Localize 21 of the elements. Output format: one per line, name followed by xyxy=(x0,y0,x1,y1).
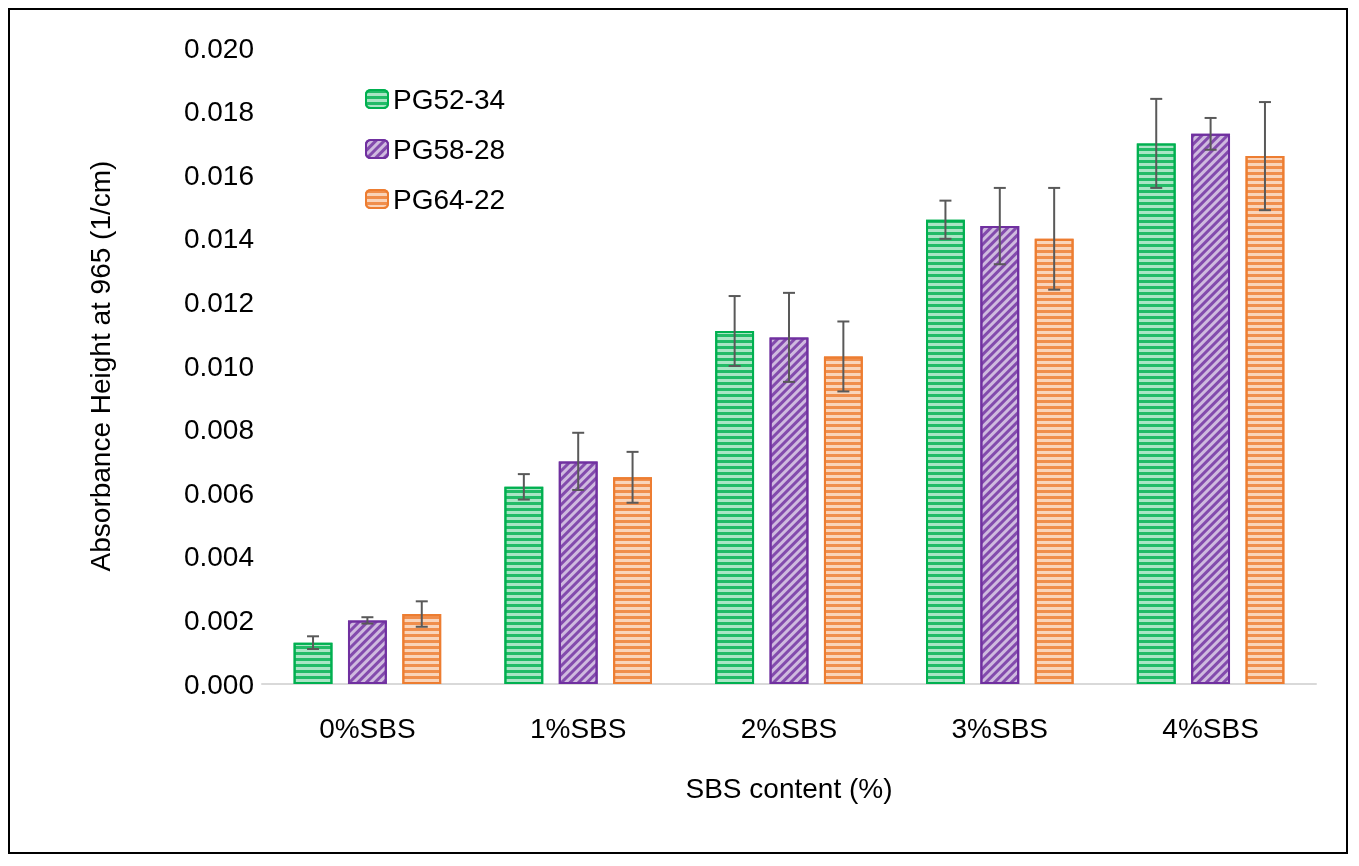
y-tick-label: 0.020 xyxy=(183,32,254,64)
x-axis-title: SBS content (%) xyxy=(685,772,893,804)
y-tick-label: 0.002 xyxy=(183,604,254,636)
x-tick-label: 1%SBS xyxy=(529,712,627,744)
y-axis-title: Absorbance Height at 965 (1/cm) xyxy=(84,160,116,572)
x-tick-label: 2%SBS xyxy=(740,712,838,744)
y-tick-label: 0.008 xyxy=(183,414,254,446)
y-tick-label: 0.016 xyxy=(183,159,254,191)
x-tick-label: 0%SBS xyxy=(319,712,416,744)
legend-label: PG64-22 xyxy=(393,183,506,215)
y-tick-label: 0.000 xyxy=(183,668,254,700)
y-tick-label: 0.006 xyxy=(183,477,254,509)
legend-label: PG52-34 xyxy=(393,83,506,115)
y-tick-label: 0.004 xyxy=(183,541,254,573)
x-tick-label: 3%SBS xyxy=(951,712,1049,744)
y-tick-label: 0.018 xyxy=(183,96,254,128)
x-tick-label: 4%SBS xyxy=(1162,712,1259,744)
legend-label: PG58-28 xyxy=(393,133,506,165)
y-tick-label: 0.010 xyxy=(183,350,254,382)
y-tick-label: 0.012 xyxy=(183,286,254,318)
y-tick-label: 0.014 xyxy=(183,223,254,255)
